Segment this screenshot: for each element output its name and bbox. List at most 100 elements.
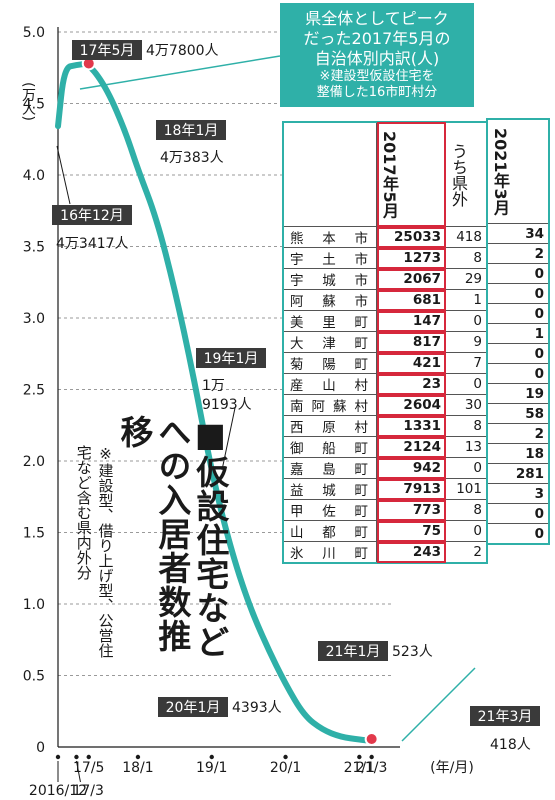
annotation-value: 523人 xyxy=(392,644,433,660)
value-2021: 0 xyxy=(486,283,550,304)
x-tick-dot xyxy=(74,754,79,760)
y-tick-label: 3.5 xyxy=(23,240,45,256)
annotation-tag xyxy=(156,120,226,140)
value-2017: 1331 xyxy=(376,415,446,437)
y-tick-label: 3.0 xyxy=(23,311,45,327)
value-2017: 421 xyxy=(376,352,446,374)
table-row: 宇城市 2067 29 xyxy=(282,268,488,290)
callout-leader xyxy=(79,55,281,90)
value-2017: 147 xyxy=(376,310,446,332)
table-row: 益城町 7913 101 xyxy=(282,478,488,500)
value-2017: 2124 xyxy=(376,436,446,458)
value-outside: 9 xyxy=(445,331,488,353)
value-2021: 0 xyxy=(486,363,550,384)
breakdown-callout: 県全体としてピーク だった2017年5月の 自治体別内訳(人) ※建設型仮設住宅… xyxy=(280,3,474,107)
annotation-tag xyxy=(72,40,142,60)
municipality-name: 西原村 xyxy=(282,415,377,437)
x-tick-dot xyxy=(209,754,214,760)
value-outside: 13 xyxy=(445,436,488,458)
table-row: 2 xyxy=(486,423,550,444)
x-tick-dot xyxy=(357,754,362,760)
value-2021: 19 xyxy=(486,383,550,404)
value-2017: 2604 xyxy=(376,394,446,416)
x-tick-label: 2016/12 xyxy=(29,783,87,799)
municipality-name: 益城町 xyxy=(282,478,377,500)
value-outside: 0 xyxy=(445,310,488,332)
municipality-table: 2017年5月 うち県外 熊本市 25033 418 宇土市 1273 8 宇城市 2067 2… xyxy=(282,121,488,564)
table-row: 山都町 75 0 xyxy=(282,520,488,542)
chart-note: ※建設型、借り上げ型、公営住宅など含む県内外分 xyxy=(74,445,115,658)
table-row: 西原村 1331 8 xyxy=(282,415,488,437)
x-axis-unit: (年/月) xyxy=(430,760,474,776)
value-2021: 18 xyxy=(486,443,550,464)
table-row: 0 xyxy=(486,503,550,524)
municipality-name: 美里町 xyxy=(282,310,377,332)
table-row: 281 xyxy=(486,463,550,484)
municipality-name: 菊陽町 xyxy=(282,352,377,374)
annotation-tag-text: 21年3月 xyxy=(478,709,533,725)
annotation-tag-text: 19年1月 xyxy=(204,351,259,367)
y-tick-label: 4.5 xyxy=(23,97,45,113)
x-tick-dot xyxy=(135,754,141,760)
x-tick-label: 19/1 xyxy=(196,760,227,776)
annotation-tag xyxy=(470,706,540,726)
table-row: 2 xyxy=(486,243,550,264)
callout-line: だった2017年5月の xyxy=(303,29,451,48)
annotation-value: 4393人 xyxy=(232,700,282,716)
x-tick-label: 20/1 xyxy=(270,760,301,776)
y-axis: 0 0.5 1.0 1.5 2.0 2.5 3.0 3.5 4.0 4.5 5.0 (万人) xyxy=(20,25,59,756)
table-row: 0 xyxy=(486,263,550,284)
municipality-name: 嘉島町 xyxy=(282,457,377,479)
y-tick-label: 1.0 xyxy=(23,597,45,613)
value-2021: 34 xyxy=(486,223,550,244)
value-2021: 0 xyxy=(486,343,550,364)
value-outside: 0 xyxy=(445,373,488,395)
table-row: 0 xyxy=(486,283,550,304)
value-2021: 58 xyxy=(486,403,550,424)
callout-note: ※建設型仮設住宅を xyxy=(319,69,435,84)
value-2021: 281 xyxy=(486,463,550,484)
x-tick-leader xyxy=(75,760,81,783)
value-outside: 8 xyxy=(445,499,488,521)
annotation-leader xyxy=(221,407,236,471)
value-2017: 25033 xyxy=(376,226,446,248)
header-2021: 2021年3月 xyxy=(486,118,550,224)
value-2017: 942 xyxy=(376,457,446,479)
table-row: 0 xyxy=(486,523,550,545)
value-2021: 0 xyxy=(486,303,550,324)
value-2017: 7913 xyxy=(376,478,446,500)
value-outside: 8 xyxy=(445,247,488,269)
annotation-tag xyxy=(318,641,388,661)
value-outside: 29 xyxy=(445,268,488,290)
table-row: 熊本市 25033 418 xyxy=(282,226,488,248)
annotation-tag-text: 16年12月 xyxy=(60,208,124,224)
table-row: 阿蘇市 681 1 xyxy=(282,289,488,311)
value-2017: 75 xyxy=(376,520,446,542)
x-tick-dot xyxy=(283,754,288,760)
y-axis-unit: (万人) xyxy=(20,82,36,121)
annotation-tag xyxy=(158,697,228,717)
municipality-name: 宇城市 xyxy=(282,268,377,290)
municipality-name: 甲佐町 xyxy=(282,499,377,521)
y-tick-label: 1.5 xyxy=(23,526,45,542)
annotation-value: 4万7800人 xyxy=(146,43,219,59)
table-row: 0 xyxy=(486,303,550,324)
annotation-tag xyxy=(196,348,266,368)
leader-21-3 xyxy=(401,667,476,742)
value-2021: 0 xyxy=(486,263,550,284)
x-tick-dot xyxy=(55,754,61,760)
municipality-name: 宇土市 xyxy=(282,247,377,269)
annotation-tag-text: 18年1月 xyxy=(164,123,219,139)
annotation-tag-text: 20年1月 xyxy=(166,700,221,716)
annotation-value: 4万383人 xyxy=(160,150,224,166)
annotation-value: 1万 xyxy=(202,378,225,394)
value-2021: 0 xyxy=(486,523,550,545)
value-2021: 1 xyxy=(486,323,550,344)
municipality-name: 産山村 xyxy=(282,373,377,395)
y-tick-label: 4.0 xyxy=(23,168,45,184)
x-tick-label: 17/3 xyxy=(72,783,103,799)
municipality-name: 氷川町 xyxy=(282,541,377,564)
x-tick-label: 21/1 xyxy=(344,760,375,776)
annotation-leader xyxy=(56,145,71,205)
